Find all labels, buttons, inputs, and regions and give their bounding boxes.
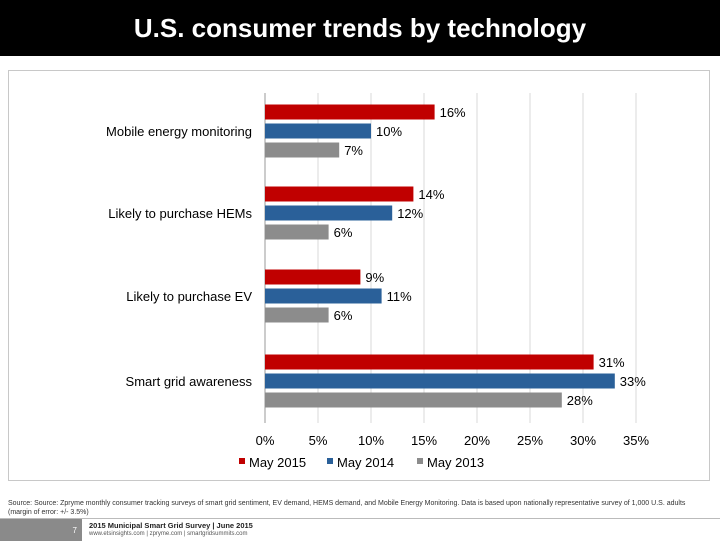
page-number: 7 — [0, 519, 82, 541]
x-tick-label: 0% — [256, 433, 275, 448]
data-label: 28% — [567, 393, 593, 408]
data-label: 16% — [440, 105, 466, 120]
x-tick-label: 15% — [411, 433, 437, 448]
data-label: 31% — [599, 355, 625, 370]
legend-swatch — [417, 458, 423, 464]
chart-frame: 0% 5% 10% 15% 20% 25% 30% 35% Mobile energy moni… — [8, 70, 710, 481]
x-tick-label: 5% — [309, 433, 328, 448]
footer-links: www.etsinsights.com | zpryme.com | smart… — [89, 531, 248, 537]
x-tick-label: 35% — [623, 433, 649, 448]
bar — [265, 224, 329, 240]
legend-label: May 2014 — [337, 455, 394, 470]
data-label: 9% — [365, 270, 384, 285]
x-tick-label: 25% — [517, 433, 543, 448]
bar — [265, 373, 615, 389]
bar — [265, 354, 594, 370]
x-tick-label: 20% — [464, 433, 490, 448]
bar-chart: 0% 5% 10% 15% 20% 25% 30% 35% Mobile energy moni… — [106, 93, 649, 470]
data-label: 6% — [334, 225, 353, 240]
bar — [265, 205, 393, 221]
data-label: 7% — [344, 143, 363, 158]
category-label: Mobile energy monitoring — [106, 124, 252, 139]
x-tick-label: 30% — [570, 433, 596, 448]
slide-title: U.S. consumer trends by technology — [0, 0, 720, 56]
legend-label: May 2015 — [249, 455, 306, 470]
bar — [265, 307, 329, 323]
bar — [265, 186, 414, 202]
bar — [265, 142, 340, 158]
legend-swatch — [327, 458, 333, 464]
bar — [265, 123, 371, 139]
legend-swatch — [239, 458, 245, 464]
data-label: 33% — [620, 374, 646, 389]
category-label: Smart grid awareness — [126, 374, 253, 389]
bar — [265, 269, 361, 285]
footer-title: 2015 Municipal Smart Grid Survey | June … — [89, 521, 253, 530]
category-label: Likely to purchase EV — [126, 289, 252, 304]
footer: 7 2015 Municipal Smart Grid Survey | Jun… — [0, 518, 720, 541]
data-label: 12% — [397, 206, 423, 221]
data-label: 6% — [334, 308, 353, 323]
data-label: 10% — [376, 124, 402, 139]
data-label: 11% — [387, 289, 412, 304]
data-label: 14% — [418, 187, 444, 202]
bar — [265, 392, 562, 408]
source-note: Source: Source: Zpryme monthly consumer … — [8, 500, 686, 516]
x-tick-label: 10% — [358, 433, 384, 448]
category-label: Likely to purchase HEMs — [108, 206, 252, 221]
bar — [265, 288, 382, 304]
legend-label: May 2013 — [427, 455, 484, 470]
bar — [265, 104, 435, 120]
